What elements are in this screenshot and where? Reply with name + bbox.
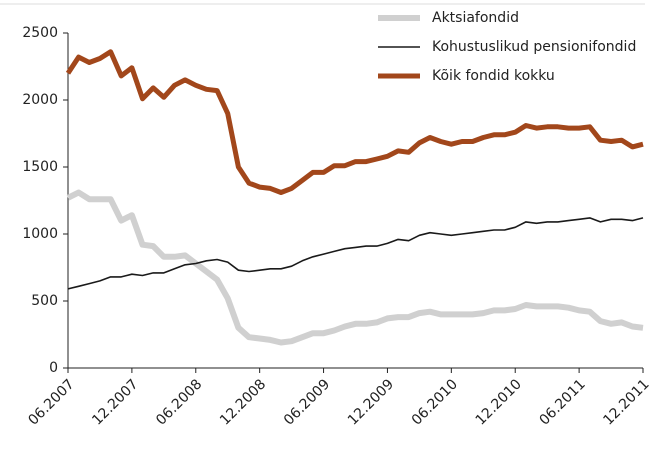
series-line: [66, 189, 644, 346]
series-line: [67, 217, 644, 290]
x-tick-label: 06.2011: [537, 376, 589, 428]
series-line: [65, 49, 644, 195]
y-tick-label: 1500: [22, 159, 58, 175]
legend-label: Kõik fondid kokku: [432, 68, 555, 84]
legend-label: Aktsiafondid: [432, 10, 519, 26]
x-tick-label: 12.2007: [89, 376, 141, 428]
y-tick-label: 2000: [22, 92, 58, 108]
x-tick-label: 12.2010: [473, 376, 525, 428]
legend-label: Kohustuslikud pensionifondid: [432, 39, 636, 55]
y-tick-label: 2500: [22, 25, 58, 41]
x-tick-label: 12.2008: [217, 376, 269, 428]
y-tick-label: 0: [49, 360, 58, 376]
x-tick-label: 12.2011: [600, 376, 652, 428]
x-tick-label: 12.2009: [345, 376, 397, 428]
x-tick-label: 06.2009: [281, 376, 333, 428]
x-tick-label: 06.2007: [25, 376, 77, 428]
x-tick-label: 06.2008: [153, 376, 205, 428]
y-tick-label: 1000: [22, 226, 58, 242]
x-tick-label: 06.2010: [409, 376, 461, 428]
y-tick-label: 500: [31, 293, 58, 309]
